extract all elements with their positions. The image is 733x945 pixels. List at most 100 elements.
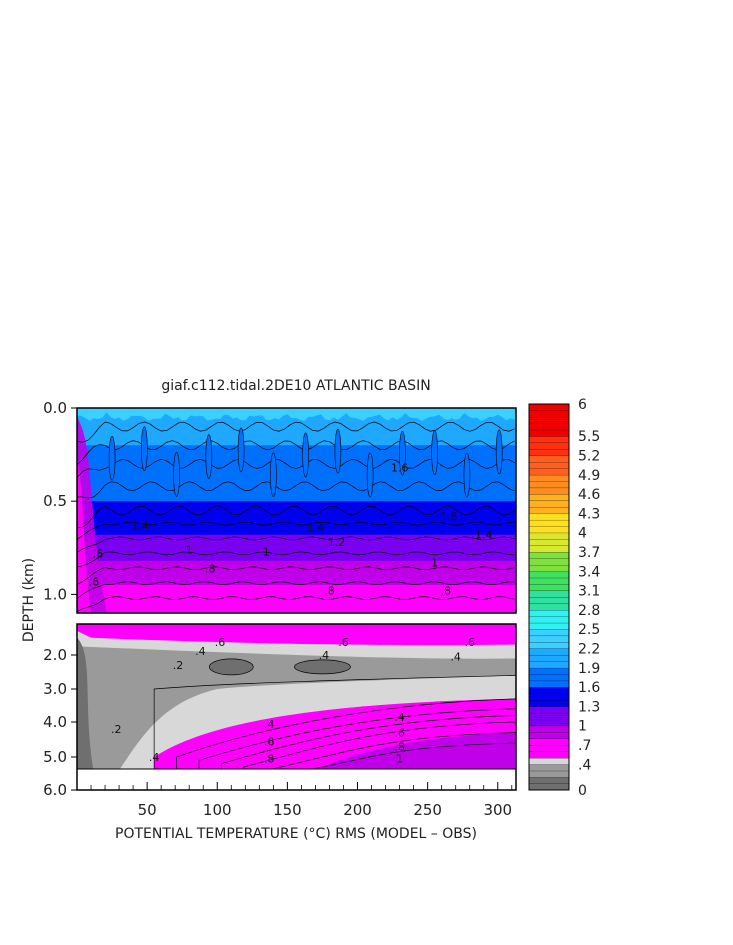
- lower-panel: .6.6.6.4.4.4.2.2.4.4.6.6.8.81.4: [77, 624, 516, 790]
- colorbar-swatch: [528, 686, 570, 694]
- colorbar-swatch: [528, 654, 570, 662]
- colorbar-swatch: [528, 770, 570, 778]
- lower-contour-label: .8: [264, 753, 275, 766]
- colorbar-swatch: [528, 513, 570, 521]
- colorbar-label: 5.5: [578, 429, 600, 445]
- upper-contour-line: [77, 566, 515, 585]
- lower-contour-label: .8: [394, 741, 405, 754]
- x-axis-label: POTENTIAL TEMPERATURE (°C) RMS (MODEL – …: [115, 826, 477, 842]
- colorbar-swatch: [528, 416, 570, 424]
- colorbar-swatch: [528, 731, 570, 739]
- colorbar-swatch: [528, 603, 570, 611]
- colorbar-swatch: [528, 725, 570, 733]
- colorbar-swatch: [528, 764, 570, 772]
- y-tick-label: 6.0: [43, 781, 67, 799]
- upper-contour-label: 1: [186, 544, 193, 557]
- upper-contour-line: [77, 521, 515, 540]
- colorbar-label: 3.4: [578, 564, 600, 580]
- colorbar-swatch: [528, 577, 570, 585]
- upper-contour-line: [77, 481, 515, 499]
- upper-contour-label: .8: [205, 562, 216, 575]
- colorbar-swatch: [528, 436, 570, 444]
- lower-contour-label: 1: [396, 753, 403, 766]
- colorbar-swatch: [528, 532, 570, 540]
- colorbar-swatch: [528, 468, 570, 476]
- lower-contour-label: .4: [319, 649, 330, 662]
- colorbar-swatch: [528, 487, 570, 495]
- lower-top-strip: [77, 624, 516, 646]
- colorbar-label: 4.6: [578, 487, 600, 503]
- colorbar: 6 5.5 5.2 4.9 4.6 4.3 4 3.7 3.4 3.1 2.8 2.5 2.2 1.9 1.…: [528, 397, 600, 799]
- x-tick-label: 200: [343, 801, 372, 819]
- lower-contour-label: .2: [111, 723, 122, 736]
- lower-panel-frame: [76, 623, 517, 791]
- colorbar-label: 1: [578, 719, 587, 735]
- colorbar-swatch: [528, 661, 570, 669]
- colorbar-swatch: [528, 519, 570, 527]
- y-axis-label: DEPTH (km): [21, 558, 37, 642]
- upper-cell-contour: [431, 430, 438, 475]
- y-tick-label: 2.0: [43, 646, 67, 664]
- upper-band: [77, 422, 516, 446]
- y-tick-label: 3.0: [43, 680, 67, 698]
- colorbar-swatch: [528, 706, 570, 714]
- colorbar-swatch: [528, 648, 570, 656]
- colorbar-swatch: [528, 551, 570, 559]
- lower-contour-line: [198, 708, 516, 790]
- colorbar-swatch: [528, 699, 570, 707]
- lower-contour-line: [176, 698, 516, 790]
- upper-contour-label: .6: [89, 575, 100, 588]
- x-tick-label: 250: [413, 801, 442, 819]
- lower-western-core: [77, 637, 94, 790]
- upper-cell-contour: [334, 428, 342, 474]
- lower-contour-label: .6: [394, 727, 405, 740]
- colorbar-swatch: [528, 506, 570, 514]
- lower-contour-label: .4: [195, 645, 206, 658]
- colorbar-swatch: [528, 429, 570, 437]
- colorbar-swatch: [528, 455, 570, 463]
- colorbar-swatch: [528, 674, 570, 682]
- colorbar-swatch: [528, 757, 570, 765]
- lower-contour-label: .4: [149, 751, 160, 764]
- colorbar-swatch: [528, 545, 570, 553]
- colorbar-label: 2.5: [578, 622, 600, 638]
- colorbar-label: 4.9: [578, 468, 600, 484]
- upper-contour-label: 1.2: [328, 536, 346, 549]
- lower-contour-label: .6: [338, 636, 349, 649]
- colorbar-swatch: [528, 680, 570, 688]
- upper-cell-contour: [366, 452, 374, 498]
- colorbar-swatch: [528, 693, 570, 701]
- colorbar-swatch: [528, 629, 570, 637]
- colorbar-swatch: [528, 738, 570, 746]
- upper-band: [77, 501, 516, 521]
- colorbar-label: 4: [578, 526, 587, 542]
- colorbar-swatch: [528, 564, 570, 572]
- upper-contour-line: [77, 536, 515, 553]
- upper-contour-label: .8: [324, 585, 335, 598]
- upper-band: [77, 519, 516, 536]
- upper-cell-contour: [270, 452, 277, 498]
- western-boundary-core: [77, 454, 91, 613]
- upper-band: [77, 547, 516, 562]
- lower-contour-line: [265, 732, 516, 790]
- colorbar-label: 1.3: [578, 699, 600, 715]
- colorbar-swatch: [528, 442, 570, 450]
- upper-cell-contour: [302, 432, 309, 478]
- colorbar-swatch: [528, 571, 570, 579]
- upper-panel-frame: [76, 407, 517, 614]
- colorbar-swatch: [528, 616, 570, 624]
- upper-contour-label: 1: [431, 557, 438, 570]
- upper-contour-line: [77, 440, 515, 466]
- colorbar-swatch: [528, 596, 570, 604]
- upper-cell-contour: [463, 452, 471, 498]
- y-tick-label: 1.0: [43, 585, 67, 603]
- lower-contour-label: .6: [215, 636, 226, 649]
- lower-contour-label: .6: [464, 636, 475, 649]
- lower-contour-label: .2: [173, 659, 184, 672]
- upper-cell-contour: [399, 431, 406, 476]
- upper-contour-line: [77, 458, 515, 478]
- colorbar-label: 1.9: [578, 661, 600, 677]
- lower-pocket: [208, 658, 254, 676]
- colorbar-swatch: [528, 777, 570, 784]
